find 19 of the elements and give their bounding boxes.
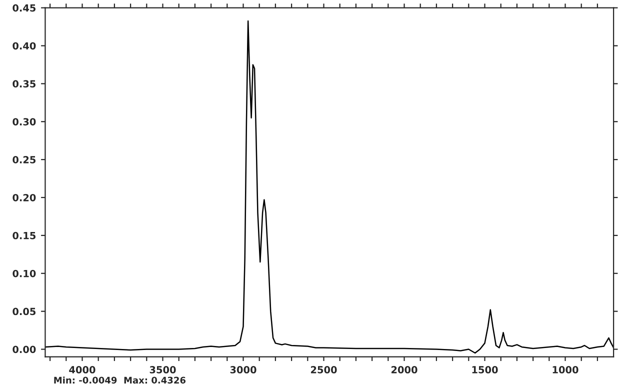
y-tick-label: 0.00 xyxy=(12,346,36,354)
x-tick-label: 3500 xyxy=(150,366,176,374)
line-series xyxy=(45,20,614,354)
y-tick-label: 0.05 xyxy=(12,308,36,316)
x-tick-label: 3000 xyxy=(230,366,256,374)
y-tick-label: 0.20 xyxy=(12,194,36,202)
x-tick-label: 2000 xyxy=(391,366,418,374)
y-tick-label: 0.45 xyxy=(12,4,36,12)
y-tick-label: 0.35 xyxy=(12,80,36,88)
y-tick-label: 0.10 xyxy=(12,270,36,278)
x-tick-label: 4000 xyxy=(69,366,96,374)
x-tick-label: 1000 xyxy=(552,366,578,374)
y-tick-label: 0.15 xyxy=(12,232,36,240)
y-tick-label: 0.30 xyxy=(12,118,36,126)
x-tick-label: 2500 xyxy=(310,366,337,374)
x-tick-label: 1500 xyxy=(472,366,498,374)
y-tick-label: 0.25 xyxy=(12,156,36,164)
text: Min: -0.0049 Max: 0.4326 xyxy=(54,376,186,384)
y-tick-label: 0.40 xyxy=(12,42,36,50)
